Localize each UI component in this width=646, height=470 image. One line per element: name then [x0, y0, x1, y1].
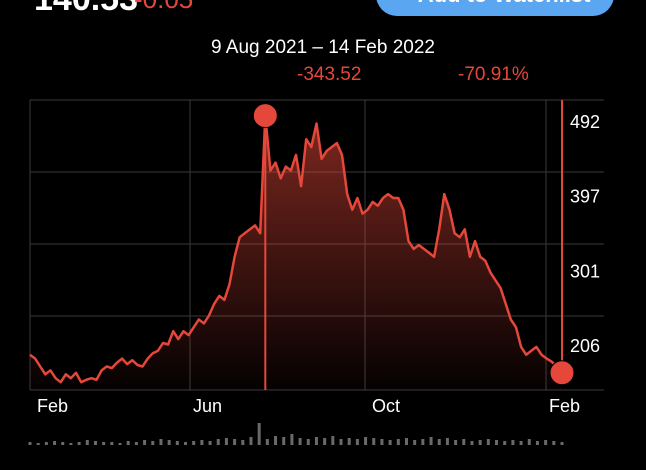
volume-bar: [61, 442, 65, 445]
volume-bar: [364, 437, 368, 445]
y-axis-labels: 492 397 301 206: [570, 112, 600, 356]
y-tick-label: 206: [570, 336, 600, 356]
volume-bar: [454, 440, 458, 445]
y-tick-label: 397: [570, 186, 600, 206]
volume-bar: [462, 439, 466, 445]
volume-bar: [28, 442, 32, 445]
volume-bar: [93, 441, 97, 445]
volume-bar: [159, 439, 163, 445]
volume-bar: [200, 440, 204, 445]
volume-bar: [314, 437, 318, 445]
volume-bar: [552, 441, 556, 445]
volume-bar: [110, 442, 114, 445]
volume-bar: [323, 438, 327, 445]
high-marker-dot: [252, 103, 278, 129]
volume-bar: [77, 442, 81, 445]
volume-bar: [331, 436, 335, 445]
x-tick-label: Feb: [549, 396, 580, 416]
price-area: [30, 115, 562, 390]
price-line: [29, 114, 563, 384]
volume-bar: [208, 441, 212, 445]
volume-bar: [527, 439, 531, 445]
volume-bar: [396, 439, 400, 445]
volume-bar: [560, 442, 564, 445]
date-range-label: 9 Aug 2021 – 14 Feb 2022: [211, 37, 435, 58]
volume-bar: [44, 442, 48, 445]
volume-bars: [28, 423, 564, 445]
latest-marker-dot: [549, 360, 575, 386]
add-to-watchlist-button[interactable]: + Add to Watchlist: [376, 0, 614, 16]
volume-bar: [184, 442, 188, 445]
range-change-percent: -70.91%: [458, 64, 529, 85]
header-row: 140.53 -0.05 + Add to Watchlist: [0, 0, 646, 22]
volume-bar: [175, 441, 179, 445]
volume-bar: [265, 439, 269, 445]
volume-bar: [355, 439, 359, 445]
volume-bar: [151, 441, 155, 445]
volume-bar: [192, 441, 196, 445]
volume-bar: [167, 440, 171, 445]
x-tick-label: Oct: [372, 396, 400, 416]
volume-bar: [404, 438, 408, 445]
volume-bar: [118, 443, 122, 445]
chart-plot: [29, 100, 575, 390]
volume-bar: [421, 439, 425, 445]
volume-bar: [372, 438, 376, 445]
volume-bar: [478, 440, 482, 445]
volume-bar: [282, 437, 286, 445]
current-price: 140.53: [34, 0, 138, 19]
volume-bar: [85, 440, 89, 445]
y-tick-label: 301: [570, 262, 600, 282]
volume-bar: [519, 441, 523, 445]
volume-bar: [486, 439, 490, 445]
volume-bar: [437, 439, 441, 445]
volume-bar: [511, 440, 515, 445]
volume-bar: [495, 440, 499, 445]
volume-bar: [257, 423, 261, 445]
volume-bar: [290, 434, 294, 445]
volume-bar: [249, 437, 253, 445]
x-tick-label: Jun: [193, 396, 222, 416]
volume-bar: [143, 440, 147, 445]
volume-bar: [429, 437, 433, 445]
volume-bar: [216, 439, 220, 445]
volume-bar: [274, 436, 278, 445]
volume-bar: [233, 439, 237, 445]
volume-bar: [298, 438, 302, 445]
volume-bar: [380, 439, 384, 445]
volume-bar: [53, 441, 57, 445]
range-change-absolute: -343.52: [297, 64, 362, 85]
x-axis-labels: Feb Jun Oct Feb: [37, 396, 580, 416]
volume-bar: [134, 442, 138, 445]
volume-bar: [241, 440, 245, 445]
price-change: -0.05: [134, 0, 193, 15]
volume-bar: [224, 438, 228, 445]
volume-bar: [544, 440, 548, 445]
volume-bar: [102, 442, 106, 445]
volume-bar: [306, 439, 310, 445]
volume-bar: [445, 438, 449, 445]
volume-bar: [69, 443, 73, 445]
volume-bar: [36, 443, 40, 445]
volume-bar: [339, 439, 343, 445]
x-tick-label: Feb: [37, 396, 68, 416]
y-tick-label: 492: [570, 112, 600, 132]
volume-bar: [503, 441, 507, 445]
volume-bar: [126, 441, 130, 445]
volume-bar: [413, 440, 417, 445]
volume-bar: [347, 438, 351, 445]
volume-bar: [535, 441, 539, 445]
volume-bar: [470, 441, 474, 445]
volume-bar: [388, 440, 392, 445]
